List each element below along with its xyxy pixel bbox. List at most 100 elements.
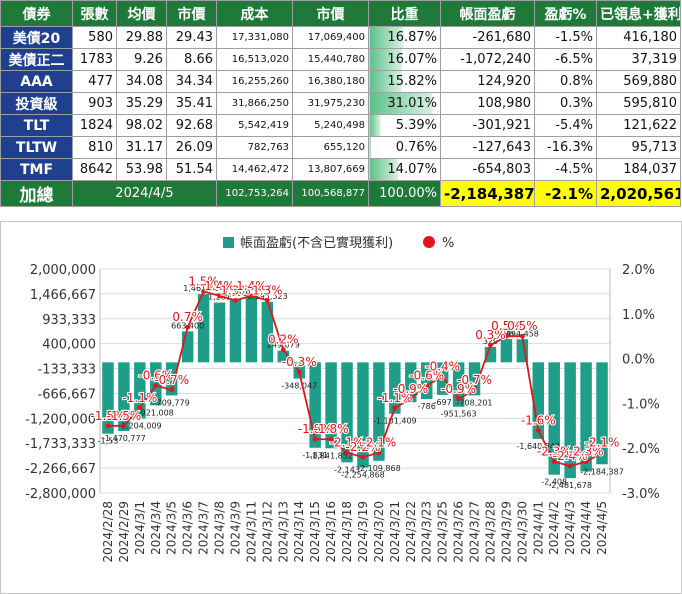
category-label: 2024/3/20 (372, 501, 386, 563)
bar-data-label: 494,458 (506, 329, 539, 338)
total-row: 加總 2024/4/5 102,753,264 100,568,877 100.00% -… (0, 180, 681, 207)
bar (405, 362, 417, 403)
cost-cell: 782,763 (216, 136, 293, 159)
line-data-label: -0.9% (441, 382, 476, 396)
category-label: 2024/3/15 (308, 501, 322, 563)
category-label: 2024/2/29 (117, 501, 131, 563)
line-data-label: 1.4% (236, 279, 267, 293)
table-row: TLTW 810 31.17 26.09 782,763 655,120 0.76% -127… (0, 136, 681, 159)
price-cell: 51.54 (166, 158, 217, 181)
line-data-label: -1.1% (122, 391, 157, 405)
cost-cell: 14,462,472 (216, 158, 293, 181)
value-cell: 5,240,498 (292, 114, 369, 137)
line-data-label: 0.7% (172, 310, 203, 324)
bar (596, 362, 608, 465)
bar-data-label: 1,465,667 (231, 284, 272, 293)
line-data-label: -0.6% (138, 368, 173, 382)
table-row: 投資級 903 35.29 35.41 31,866,250 31,975,230 31.0… (0, 92, 681, 115)
weight-cell: 15.82% (368, 70, 441, 93)
pnl-cell: -654,803 (440, 158, 535, 181)
total-income-cell: 2,020,561 (596, 180, 681, 207)
category-label: 2024/4/5 (595, 501, 609, 555)
line-point (456, 396, 461, 402)
category-label: 2024/3/27 (468, 501, 482, 563)
cost-cell: 16,513,020 (216, 48, 293, 71)
bar (357, 362, 369, 468)
bar-data-label: -1,101,409 (373, 417, 417, 426)
bar (500, 339, 513, 363)
total-cost-cell: 102,753,264 (216, 180, 293, 207)
category-label: 2024/2/28 (101, 501, 115, 563)
income-cell: 121,622 (596, 114, 681, 137)
total-label-cell: 加總 (0, 180, 73, 207)
header-cell: 已領息+獲利 (596, 0, 681, 27)
price-cell: 26.09 (166, 136, 217, 159)
right-tick-label: -2.0% (622, 442, 660, 457)
bond-name-cell: AAA (0, 70, 73, 93)
total-pnl-cell: -2,184,387 (440, 180, 535, 207)
bar (309, 362, 321, 448)
value-cell: 13,807,669 (292, 158, 369, 181)
line-point (424, 383, 430, 388)
table-row: TMF 8642 53.98 51.54 14,462,472 13,807,669 14.… (0, 158, 681, 181)
header-cell: 張數 (72, 0, 117, 27)
holdings-table: 債券 張數 均價 市價 成本 市價 比重 帳面盈虧 盈虧% 已領息+獲利 美債2… (0, 0, 681, 207)
cost-cell: 16,255,260 (216, 70, 293, 93)
line-data-label: -0.7% (457, 373, 492, 387)
avg-cell: 29.88 (116, 26, 167, 49)
weight-cell: 31.01% (368, 92, 441, 115)
line-data-label: -2.3% (537, 445, 572, 459)
income-cell: 95,713 (596, 136, 681, 159)
income-cell: 569,880 (596, 70, 681, 93)
bar-data-label: -2,481,678 (548, 481, 592, 490)
category-label: 2024/3/22 (404, 501, 418, 563)
header-cell: 帳面盈虧 (440, 0, 535, 27)
pnl-cell: -1,072,240 (440, 48, 535, 71)
category-label: 2024/3/5 (165, 501, 179, 555)
right-tick-label: 1.0% (622, 308, 655, 323)
bar-data-label: -697 (434, 398, 452, 407)
line-point (137, 405, 143, 411)
price-cell: 8.66 (166, 48, 217, 71)
line-data-label: -2.3% (569, 445, 604, 459)
bar (420, 362, 433, 400)
weight-cell: 5.39% (368, 114, 441, 137)
bar (532, 362, 545, 439)
header-cell: 均價 (116, 0, 167, 27)
weight-cell: 16.07% (368, 48, 441, 71)
line-point (296, 369, 302, 375)
line-point (185, 324, 191, 330)
bar (213, 302, 226, 363)
table-row: 美債正二 1783 9.26 8.66 16,513,020 15,440,780 16.0… (0, 48, 681, 71)
line-data-label: 1.3% (252, 283, 283, 297)
category-label: 2024/3/19 (356, 501, 370, 563)
line-data-label: -2.4% (553, 449, 588, 463)
line-data-label: 1.3% (220, 283, 251, 297)
pnl-pct-cell: -5.4% (534, 114, 597, 137)
bar (389, 362, 401, 414)
bar (229, 298, 242, 363)
pnl-pct-cell: -16.3% (534, 136, 597, 159)
category-label: 2024/3/25 (436, 501, 450, 563)
bar (134, 362, 146, 419)
avg-cell: 35.29 (116, 92, 167, 115)
bar-data-label: -786 (418, 402, 436, 411)
avg-cell: 31.17 (116, 136, 167, 159)
line-data-label: 0.5% (507, 319, 538, 333)
bar (468, 362, 481, 396)
category-label: 2024/4/1 (531, 501, 545, 555)
left-tick-label: 933,333 (42, 313, 96, 328)
bar (516, 339, 529, 363)
line-data-label: -1.8% (314, 422, 349, 436)
line-point (169, 387, 175, 393)
category-label: 2024/3/28 (483, 501, 497, 563)
right-tick-label: -3.0% (622, 487, 660, 502)
category-label: 2024/3/4 (149, 501, 163, 555)
line-data-label: -0.3% (282, 355, 317, 369)
bar-data-label: -708,201 (457, 398, 493, 407)
avg-cell: 53.98 (116, 158, 167, 181)
value-cell: 31,975,230 (292, 92, 369, 115)
line-point (153, 383, 159, 388)
line-point (217, 293, 222, 299)
total-value-cell: 100,568,877 (292, 180, 369, 207)
